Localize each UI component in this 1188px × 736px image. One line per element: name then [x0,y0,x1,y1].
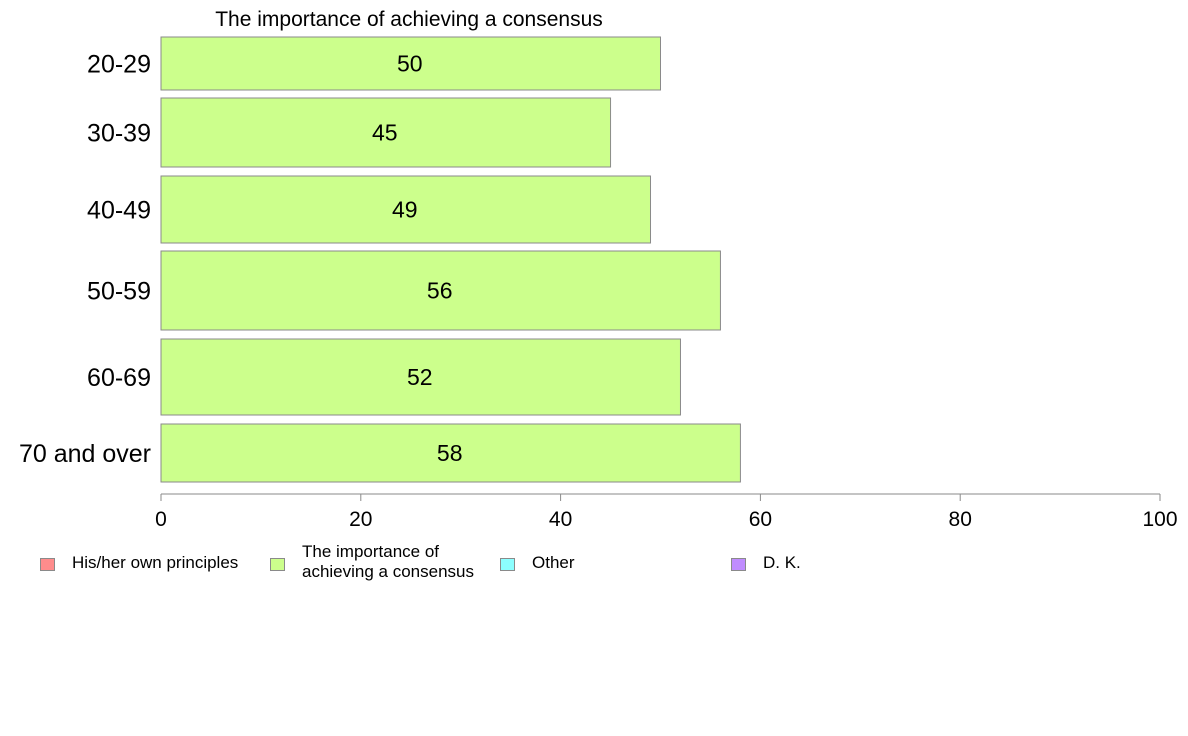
legend-swatch [40,558,55,571]
bar-value-label: 50 [397,51,423,77]
bar-70-and-over [160,423,741,483]
legend-label: The importance of achieving a consensus [302,542,475,581]
category-label: 40-49 [87,197,151,225]
x-tick-label: 20 [349,508,372,531]
bar-value-label: 52 [407,364,433,390]
legend-item: The importance of achieving a consensus [270,542,474,582]
bar-chart-plot: The importance of achieving a consensus … [19,8,1178,531]
legend-item: D. K. [731,553,801,573]
legend-label: D. K. [763,553,801,572]
bar-50-59 [160,250,721,331]
x-axis: 0 20 40 60 80 100 [155,493,1178,531]
category-label: 30-39 [87,120,151,148]
category-label: 70 and over [19,440,151,468]
x-tick-label: 80 [949,508,972,531]
x-tick-label: 100 [1142,508,1177,531]
legend-item: Other [500,553,575,573]
bar-value-label: 58 [437,440,463,466]
bar-40-49 [160,175,652,244]
legend-label: Other [532,553,575,572]
x-tick-label: 40 [549,508,572,531]
bar-value-label: 49 [392,197,418,223]
legend-label: His/her own principles [72,553,239,572]
category-label: 60-69 [87,364,151,392]
bar-value-label: 45 [372,120,398,146]
legend-swatch [270,558,285,571]
bar-30-39 [160,97,612,168]
category-label: 50-59 [87,278,151,306]
bar-value-label: 56 [427,278,453,304]
x-tick-label: 0 [155,508,167,531]
legend: His/her own principles The importance of … [0,542,1188,592]
x-tick-label: 60 [749,508,772,531]
legend-swatch [731,558,746,571]
bar-60-69 [160,338,681,416]
category-label: 20-29 [87,51,151,79]
chart-title: The importance of achieving a consensus [215,8,603,31]
bars-layer: 50 20-29 45 30-39 49 40-49 56 50-59 52 60-69 58 70 … [19,36,741,483]
bar-20-29 [160,36,661,91]
legend-swatch [500,558,515,571]
legend-item: His/her own principles [40,553,238,573]
